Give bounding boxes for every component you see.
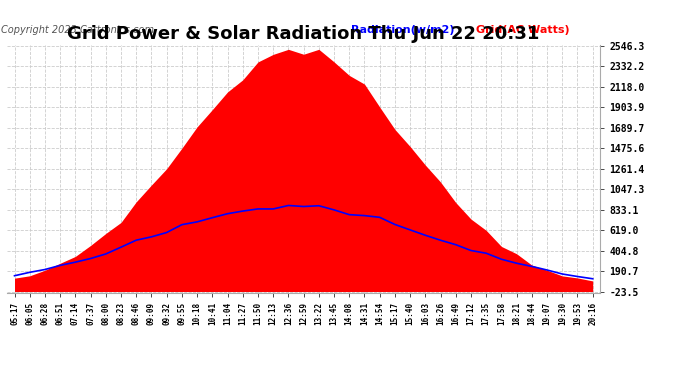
Title: Grid Power & Solar Radiation Thu Jun 22 20:31: Grid Power & Solar Radiation Thu Jun 22 … [68,26,540,44]
Text: Radiation(w/m2): Radiation(w/m2) [351,25,455,35]
Text: Copyright 2023 Cartronics.com: Copyright 2023 Cartronics.com [1,25,154,35]
Text: Grid(AC Watts): Grid(AC Watts) [475,25,569,35]
